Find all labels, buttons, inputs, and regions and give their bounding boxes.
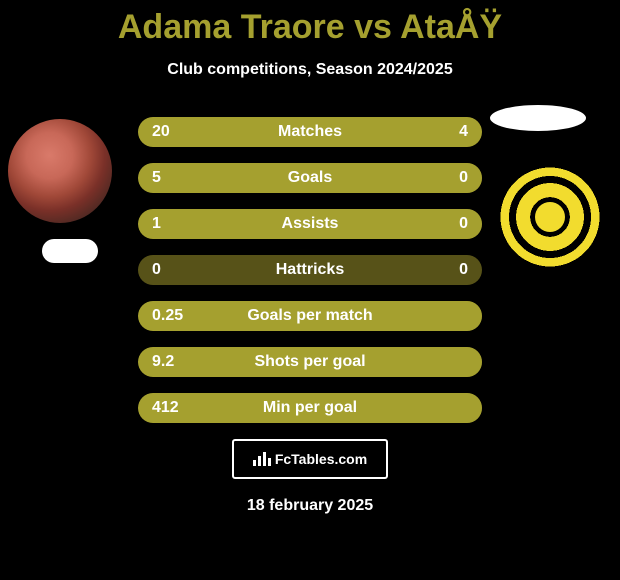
stat-bar-label: Shots per goal <box>138 347 482 377</box>
stat-bar-value-left: 5 <box>152 163 161 193</box>
stat-bar-value-right: 0 <box>459 255 468 285</box>
comparison-title: Adama Traore vs AtaÅŸ <box>0 0 620 47</box>
stat-bar-value-left: 9.2 <box>152 347 174 377</box>
source-label: FcTables.com <box>275 451 367 467</box>
player-right-club-badge <box>500 167 600 267</box>
stat-bar-label: Min per goal <box>138 393 482 423</box>
chart-icon <box>253 452 271 466</box>
stat-bar-value-left: 0.25 <box>152 301 183 331</box>
player-left-avatar <box>8 119 112 223</box>
stat-bar-value-left: 0 <box>152 255 161 285</box>
source-badge: FcTables.com <box>232 439 388 479</box>
stats-area: Matches204Goals50Assists10Hattricks00Goa… <box>0 117 620 423</box>
stat-bar-row: Shots per goal9.2 <box>138 347 482 377</box>
stat-bar-row: Assists1 0 <box>138 209 482 239</box>
stat-bar-label: Goals <box>138 163 482 193</box>
player-left-flag <box>42 239 98 263</box>
stat-bar-row: Matches20 4 <box>138 117 482 147</box>
stat-bar-row: Hattricks0 0 <box>138 255 482 285</box>
stat-bar-label: Goals per match <box>138 301 482 331</box>
stat-bar-value-left: 1 <box>152 209 161 239</box>
stat-bar-value-right: 4 <box>459 117 468 147</box>
stat-bar-label: Assists <box>138 209 482 239</box>
stat-bar-row: Goals per match0.25 <box>138 301 482 331</box>
stat-bar-value-left: 412 <box>152 393 179 423</box>
comparison-subtitle: Club competitions, Season 2024/2025 <box>0 61 620 79</box>
stat-bar-label: Matches <box>138 117 482 147</box>
stat-bar-value-left: 20 <box>152 117 170 147</box>
stat-bar-value-right: 0 <box>459 163 468 193</box>
stat-bar-row: Goals5 0 <box>138 163 482 193</box>
player-right-flag <box>490 105 586 131</box>
stat-bar-label: Hattricks <box>138 255 482 285</box>
comparison-date: 18 february 2025 <box>0 497 620 515</box>
stat-bars-container: Matches204Goals50Assists10Hattricks00Goa… <box>138 117 482 423</box>
stat-bar-value-right: 0 <box>459 209 468 239</box>
stat-bar-row: Min per goal412 <box>138 393 482 423</box>
